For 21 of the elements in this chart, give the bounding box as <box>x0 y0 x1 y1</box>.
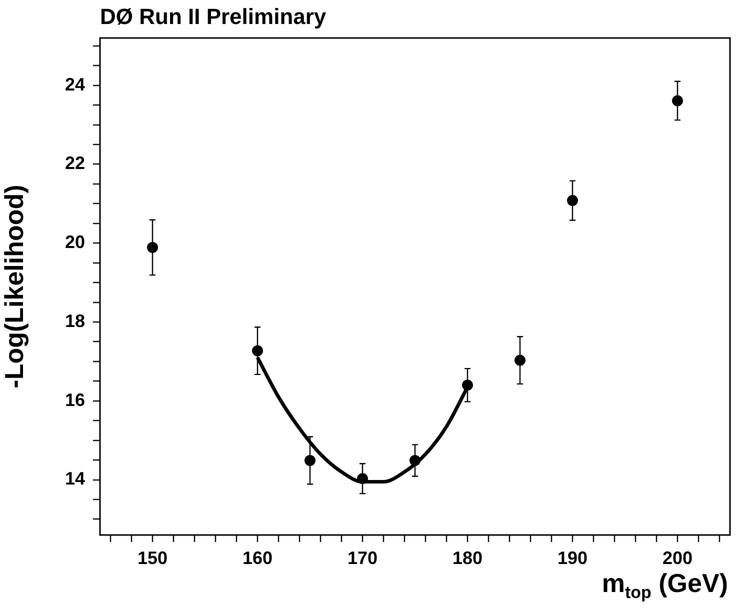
point <box>304 454 316 466</box>
y-tick-label: 16 <box>64 390 85 410</box>
y-tick-label: 20 <box>64 232 85 252</box>
y-tick-label: 18 <box>64 310 85 331</box>
y-tick-label: 22 <box>64 153 85 174</box>
y-tick-label: 24 <box>64 74 85 94</box>
point <box>147 242 158 253</box>
x-tick-label: 170 <box>347 548 378 568</box>
x-tick-label: 150 <box>137 548 168 568</box>
x-tick-label: 160 <box>242 548 273 568</box>
x-tick-label: 180 <box>452 548 483 568</box>
point <box>567 195 578 206</box>
chart-title: DØ Run II Preliminary <box>100 4 326 30</box>
point <box>410 454 420 466</box>
x-tick-label: 190 <box>557 548 588 568</box>
point <box>462 380 473 391</box>
x-axis-title: m$_{top}$ (GeV) <box>602 568 728 604</box>
y-tick-label: 14 <box>64 468 85 489</box>
point <box>357 473 368 484</box>
y-axis-title: -Log(Likelihood) <box>0 184 29 388</box>
x-tick-label: 200 <box>662 548 693 568</box>
